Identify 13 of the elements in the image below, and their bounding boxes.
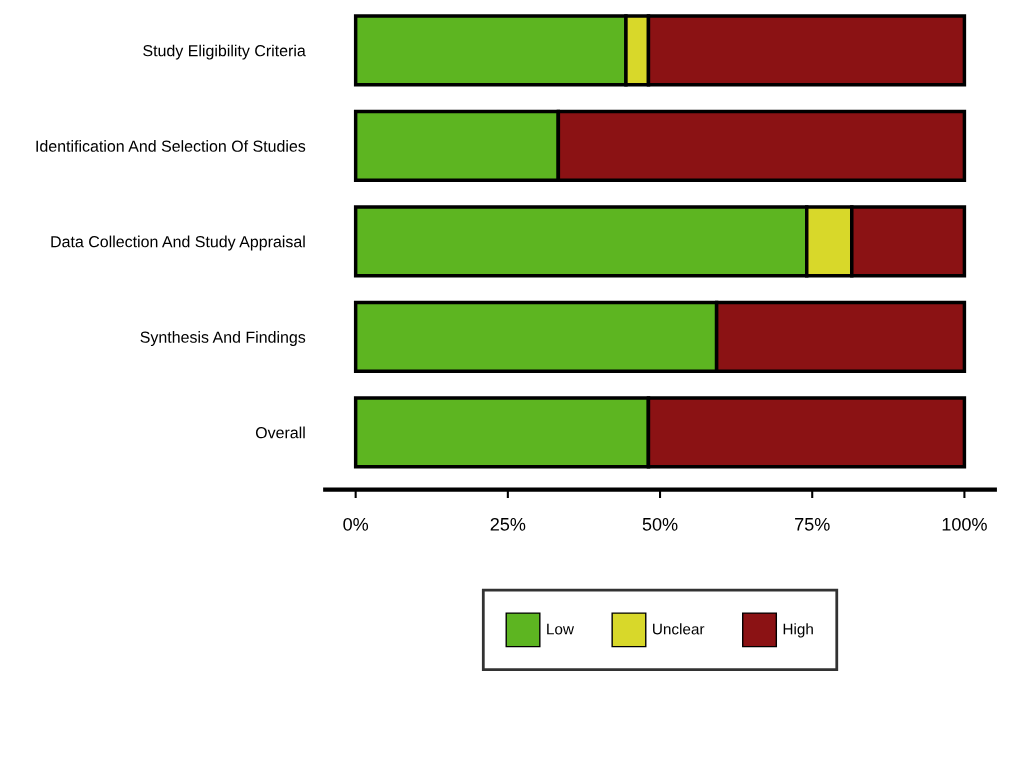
y-tick-label: Identification And Selection Of Studies	[36, 140, 306, 152]
x-tick-label: 100%	[942, 517, 987, 531]
legend-label: Unclear	[653, 623, 705, 635]
x-tick-label: 25%	[490, 517, 526, 531]
legend-label: Low	[547, 623, 574, 635]
y-tick-label: Synthesis And Findings	[140, 331, 306, 346]
legend-label: High	[783, 623, 813, 638]
y-tick-label: Data Collection And Study Appraisal	[51, 235, 305, 251]
x-tick-label: 0%	[343, 517, 369, 531]
y-tick-label: Study Eligibility Criteria	[143, 44, 306, 60]
x-tick-label: 75%	[795, 518, 830, 531]
x-tick-label: 50%	[642, 517, 678, 531]
y-tick-label: Overall	[255, 426, 305, 439]
